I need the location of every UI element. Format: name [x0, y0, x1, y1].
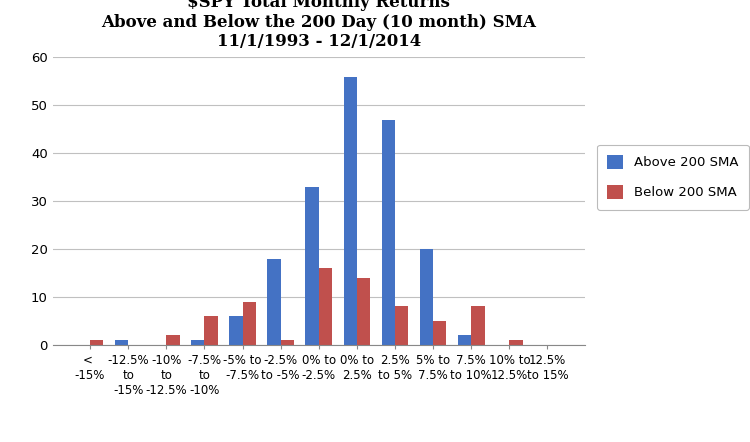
- Bar: [357, 278, 370, 345]
- Bar: [344, 76, 357, 345]
- Bar: [382, 120, 395, 345]
- Bar: [267, 259, 280, 345]
- Bar: [242, 301, 256, 345]
- Title: $SPY Total Monthly Returns
Above and Below the 200 Day (10 month) SMA
11/1/1993 : $SPY Total Monthly Returns Above and Bel…: [101, 0, 536, 50]
- Legend: Above 200 SMA, Below 200 SMA: Above 200 SMA, Below 200 SMA: [597, 145, 749, 210]
- Bar: [166, 335, 179, 345]
- Bar: [230, 316, 242, 345]
- Bar: [280, 340, 294, 345]
- Bar: [90, 340, 104, 345]
- Bar: [395, 306, 408, 345]
- Bar: [305, 187, 319, 345]
- Bar: [420, 249, 433, 345]
- Bar: [191, 340, 205, 345]
- Bar: [509, 340, 523, 345]
- Bar: [319, 268, 332, 345]
- Bar: [458, 335, 471, 345]
- Bar: [433, 321, 446, 345]
- Bar: [471, 306, 484, 345]
- Bar: [115, 340, 128, 345]
- Bar: [205, 316, 218, 345]
